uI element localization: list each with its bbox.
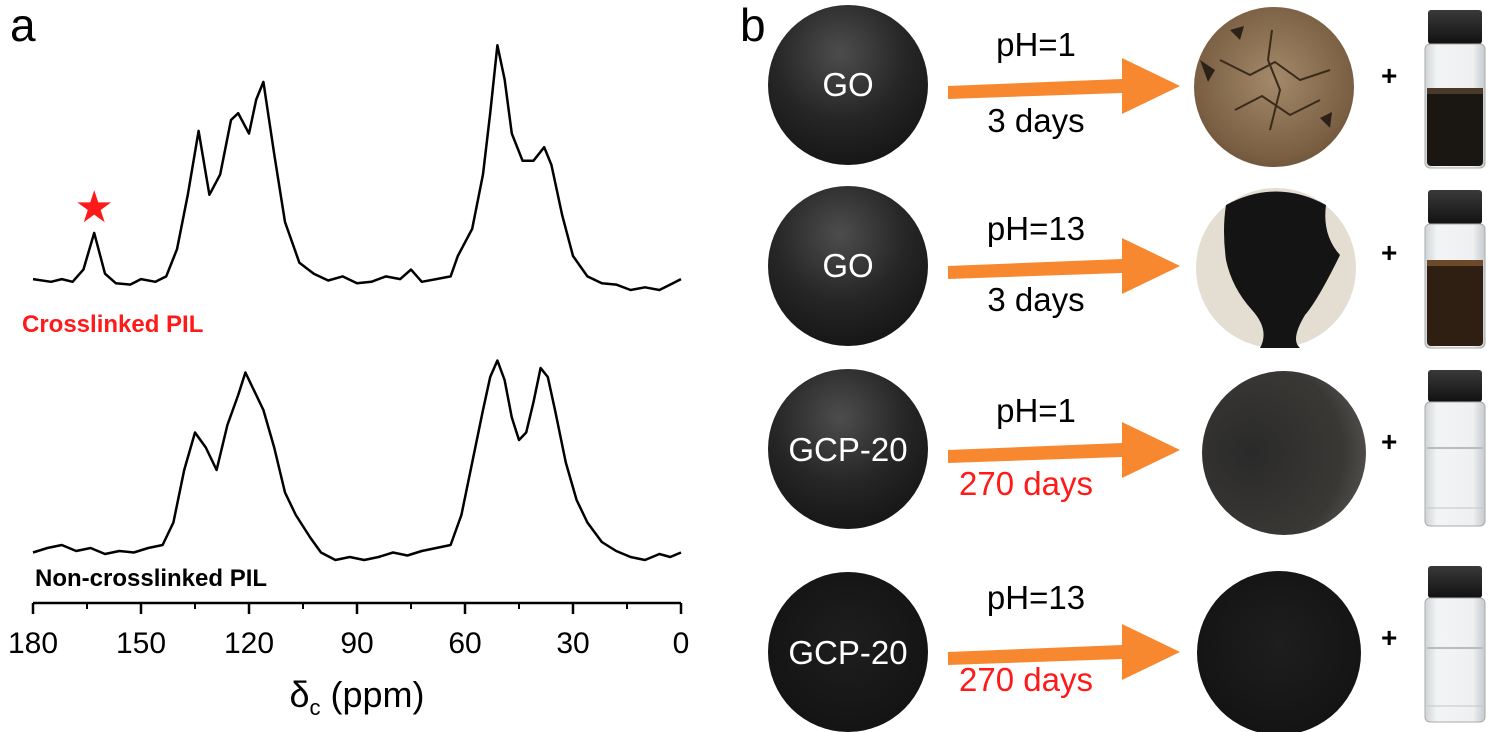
panel-label-b: b: [740, 0, 766, 51]
duration-highlight: 270 days: [959, 465, 1093, 502]
ph-condition: pH=1: [996, 392, 1076, 429]
duration: 3 days: [987, 281, 1085, 318]
duration-highlight: 270 days: [959, 661, 1093, 698]
panel-label-a: a: [10, 0, 36, 51]
ph-condition: pH=13: [986, 210, 1086, 247]
sample-after-intact-2: [1197, 571, 1361, 732]
plus-sign: +: [1381, 426, 1398, 457]
sample-label: GCP-20: [788, 431, 908, 468]
ph-condition: pH=1: [996, 26, 1076, 63]
plus-sign: +: [1381, 237, 1398, 268]
sample-label: GCP-20: [788, 634, 908, 671]
x-tick-label: 60: [448, 627, 481, 660]
vial-brown: [1424, 190, 1486, 349]
star-marker: ★: [74, 183, 113, 232]
x-axis-title: δc (ppm): [289, 674, 424, 720]
remaining-film: [1224, 191, 1340, 348]
sample-label: GO: [822, 247, 874, 284]
vial-clear: [1424, 370, 1486, 527]
series-label-noncrosslinked: Non-crosslinked PIL: [35, 565, 267, 592]
sample-after-partial: [1196, 188, 1356, 348]
x-tick-label: 180: [8, 627, 58, 660]
x-tick-label: 120: [224, 627, 274, 660]
x-tick-label: 90: [340, 627, 373, 660]
sample-after-intact: [1202, 371, 1366, 535]
duration: 3 days: [987, 102, 1085, 139]
sample-label: GO: [822, 66, 874, 103]
plus-sign: +: [1381, 60, 1398, 91]
spectrum-line-noncrosslinked: [32, 359, 682, 562]
x-tick-label: 150: [116, 627, 166, 660]
crack-pattern: [1219, 29, 1331, 131]
vial-dark: [1424, 10, 1486, 169]
spectrum-line-crosslinked: [32, 43, 682, 292]
x-tick-label: 0: [673, 627, 690, 660]
ph-condition: pH=13: [986, 579, 1086, 616]
sample-after-cracked-brown: [1194, 7, 1354, 167]
plus-sign: +: [1381, 622, 1398, 653]
series-label-crosslinked: Crosslinked PIL: [22, 311, 203, 338]
nmr-spectrum-chart: ★ Crosslinked PIL Non-crosslinked PIL 18…: [8, 43, 690, 720]
vial-clear-2: [1424, 566, 1486, 723]
x-tick-label: 30: [556, 627, 589, 660]
dark-fragment: [1200, 26, 1332, 128]
